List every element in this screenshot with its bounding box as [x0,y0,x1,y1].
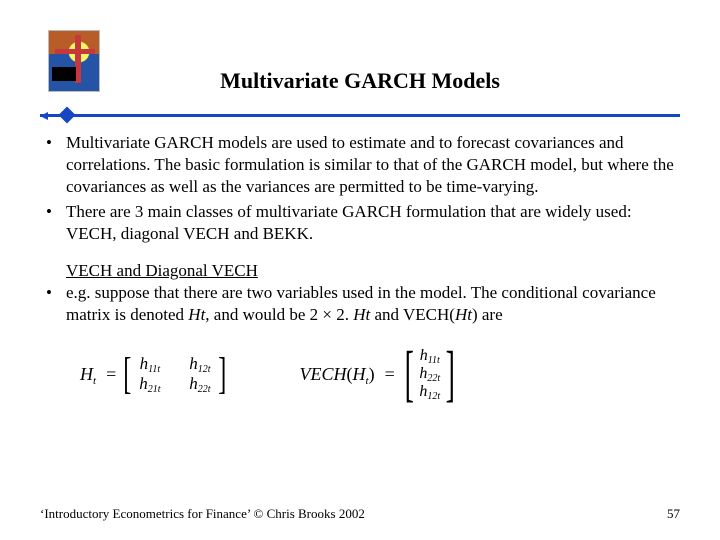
var-H: H [455,305,467,324]
vec-sub: 12t [427,391,440,402]
vec-sub: 11t [428,355,440,366]
equals-sign: = [106,364,116,385]
right-bracket: ] [446,343,455,405]
vector-3: h11t h22t h12t [419,347,440,401]
book-cover-thumbnail [48,30,100,92]
times-symbol: × [322,305,332,324]
slide: Multivariate GARCH Models Multivariate G… [0,0,720,540]
left-bracket: [ [404,343,413,405]
left-bracket: [ [124,352,132,396]
equals-sign: = [385,364,395,385]
bullet-item: e.g. suppose that there are two variable… [40,282,680,326]
eq-lhs-sub: t [366,375,369,387]
var-H: H [353,305,365,324]
bullet-item: Multivariate GARCH models are used to es… [40,132,680,197]
vec-h: h [420,347,428,364]
right-bracket: ] [218,352,226,396]
section-heading: VECH and Diagonal VECH [40,261,680,281]
eq-lhs-H: H [80,364,93,384]
mat-sub: 21t [148,384,161,395]
slide-footer: ‘Introductory Econometrics for Finance’ … [40,506,680,522]
eq-lhs-sub: t [93,375,96,387]
vec-sub: 22t [427,373,440,384]
bullet-text-part: ) are [472,305,503,324]
bullet-text-part: , and would be 2 [205,305,322,324]
bullet-list-2: e.g. suppose that there are two variable… [40,282,680,326]
page-number: 57 [667,506,680,522]
eq-lhs-H: H [353,364,366,384]
bullet-text: Multivariate GARCH models are used to es… [66,133,674,196]
equation-Ht-matrix: Ht = [ h11t h12t h21t h22t ] [80,352,230,396]
bullet-list: Multivariate GARCH models are used to es… [40,132,680,245]
eq-lhs-vech: VECH [300,364,347,384]
mat-sub: 12t [198,364,211,375]
bullet-text: There are 3 main classes of multivariate… [66,202,632,243]
footer-citation: ‘Introductory Econometrics for Finance’ … [40,506,365,522]
slide-title: Multivariate GARCH Models [40,68,680,94]
equation-vech-vector: VECH(Ht) = [ h11t h22t h12t ] [300,343,461,405]
bullet-item: There are 3 main classes of multivariate… [40,201,680,245]
mat-h: h [140,354,149,373]
mat-sub: 22t [198,384,211,395]
mat-h: h [139,374,148,393]
title-divider [40,108,680,122]
equations-row: Ht = [ h11t h12t h21t h22t ] VECH(Ht) = [40,343,680,405]
mat-h: h [189,354,198,373]
bullet-text-part: and VECH( [370,305,455,324]
bullet-text-part: 2. [332,305,353,324]
mat-sub: 11t [148,364,160,375]
mat-h: h [189,374,198,393]
matrix-2x2: h11t h12t h21t h22t [135,354,215,394]
var-H: H [188,305,200,324]
